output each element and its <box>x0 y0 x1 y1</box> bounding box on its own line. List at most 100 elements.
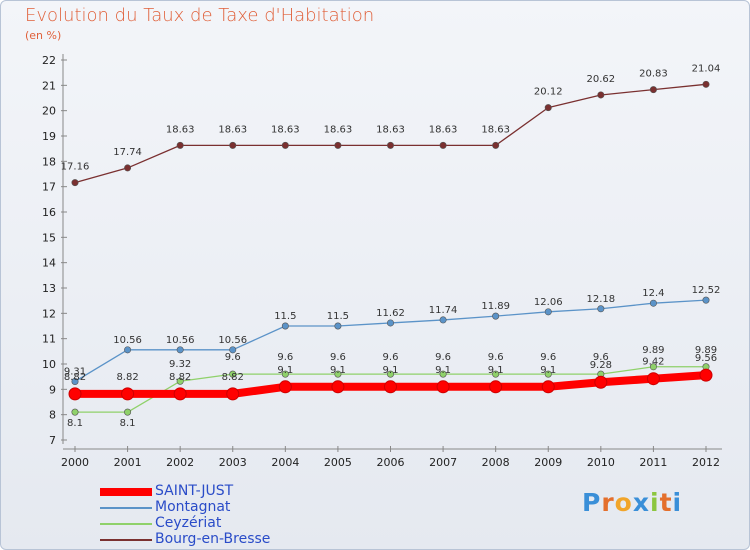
data-label: 9.1 <box>488 365 504 376</box>
data-label: 9.6 <box>488 352 504 363</box>
chart-subtitle: (en %) <box>25 29 62 42</box>
data-label: 8.1 <box>120 418 136 429</box>
data-label: 18.63 <box>481 124 510 135</box>
legend-item: Bourg-en-Bresse <box>100 531 360 548</box>
data-label: 9.6 <box>277 352 293 363</box>
x-tick-label: 2010 <box>587 456 615 469</box>
data-point <box>176 141 184 149</box>
data-label: 8.82 <box>116 372 138 383</box>
data-label: 9.28 <box>590 360 612 371</box>
data-point <box>439 316 447 324</box>
data-point <box>121 387 135 401</box>
y-tick-label: 11 <box>42 333 56 346</box>
data-point <box>492 370 500 378</box>
data-point <box>649 363 657 371</box>
data-point <box>334 141 342 149</box>
data-label: 9.6 <box>225 352 241 363</box>
data-point <box>334 322 342 330</box>
logo-letter: i <box>672 488 683 517</box>
legend-swatch <box>100 488 152 496</box>
data-label: 17.74 <box>113 147 142 158</box>
data-point <box>439 141 447 149</box>
chart-title: Evolution du Taux de Taxe d'Habitation <box>25 5 375 26</box>
y-tick-label: 7 <box>49 434 56 447</box>
data-point <box>176 377 184 385</box>
data-label: 20.12 <box>534 87 563 98</box>
data-point <box>541 380 555 394</box>
data-label: 9.56 <box>695 353 717 364</box>
data-label: 11.89 <box>481 301 510 312</box>
logo-letter: i <box>650 488 660 517</box>
y-tick-label: 21 <box>42 79 56 92</box>
legend: SAINT-JUST Montagnat Ceyzériat Bourg-en-Bre… <box>100 483 360 548</box>
data-point <box>386 319 394 327</box>
data-point <box>544 104 552 112</box>
data-point <box>71 408 79 416</box>
y-tick-label: 20 <box>42 105 56 118</box>
x-tick-label: 2012 <box>692 456 720 469</box>
data-point <box>281 370 289 378</box>
data-label: 12.52 <box>692 285 721 296</box>
y-tick-label: 17 <box>42 181 56 194</box>
data-point <box>492 312 500 320</box>
data-point <box>646 372 660 386</box>
data-label: 9.42 <box>642 357 664 368</box>
data-label: 9.1 <box>435 365 451 376</box>
y-tick-label: 16 <box>42 206 56 219</box>
data-label: 9.31 <box>64 366 86 377</box>
legend-label: Ceyzériat <box>155 515 222 531</box>
data-label: 20.62 <box>587 74 616 85</box>
x-tick-label: 2000 <box>61 456 89 469</box>
x-tick-label: 2007 <box>429 456 457 469</box>
data-label: 9.6 <box>540 352 556 363</box>
y-tick-label: 8 <box>49 409 56 422</box>
data-point <box>71 179 79 187</box>
data-point <box>331 380 345 394</box>
x-tick-label: 2006 <box>377 456 405 469</box>
data-point <box>594 375 608 389</box>
data-label: 18.63 <box>271 124 300 135</box>
data-label: 8.82 <box>222 372 244 383</box>
logo-letter: o <box>614 488 633 517</box>
data-label: 11.74 <box>429 305 458 316</box>
data-label: 9.6 <box>593 352 609 363</box>
legend-item: SAINT-JUST <box>100 483 360 500</box>
data-point <box>702 296 710 304</box>
x-axis: 2000 2001 2002 2003 2004 2005 2006 2007 2008 2009… <box>61 446 722 469</box>
x-tick-label: 2003 <box>219 456 247 469</box>
data-point <box>124 408 132 416</box>
data-point <box>229 370 237 378</box>
data-point <box>334 370 342 378</box>
x-tick-label: 2004 <box>271 456 299 469</box>
data-label: 9.32 <box>169 359 191 370</box>
data-label: 9.89 <box>695 345 717 356</box>
legend-item: Ceyzériat <box>100 515 360 532</box>
series-lines <box>68 80 713 416</box>
data-label: 9.89 <box>642 345 664 356</box>
data-label: 12.06 <box>534 297 563 308</box>
y-tick-label: 22 <box>42 54 56 67</box>
data-label: 20.83 <box>639 69 668 80</box>
data-label: 18.63 <box>166 124 195 135</box>
data-labels: 8.82 8.82 8.82 8.829.1 9.1 9.1 9.1 9.1 9.1 9.28 9.… <box>61 63 721 429</box>
data-point <box>124 164 132 172</box>
data-label: 21.04 <box>692 63 721 74</box>
logo-letter: r <box>601 488 615 517</box>
data-label: 18.63 <box>324 124 353 135</box>
data-point <box>439 370 447 378</box>
data-point <box>278 380 292 394</box>
data-point <box>386 370 394 378</box>
legend-item: Montagnat <box>100 499 360 516</box>
data-point <box>226 387 240 401</box>
data-label: 9.6 <box>435 352 451 363</box>
data-point <box>281 322 289 330</box>
x-tick-label: 2008 <box>482 456 510 469</box>
data-point <box>384 380 397 394</box>
legend-label: SAINT-JUST <box>155 483 234 499</box>
legend-swatch <box>100 507 152 509</box>
data-point <box>124 346 132 354</box>
data-point <box>68 387 82 401</box>
data-label: 10.56 <box>166 335 195 346</box>
data-point <box>489 380 503 394</box>
